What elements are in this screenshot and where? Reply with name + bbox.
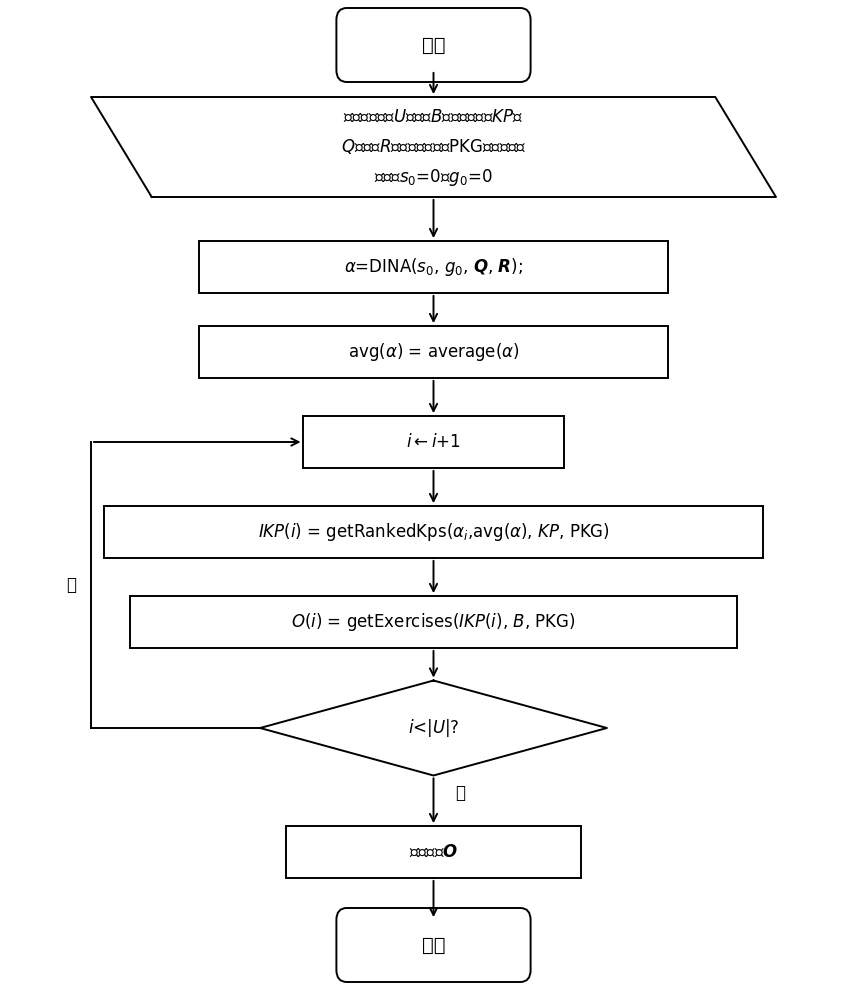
Bar: [199, 326, 668, 378]
Text: $O$($i$) = getExercises($IKP$($i$), $B$, PKG): $O$($i$) = getExercises($IKP$($i$), $B$,…: [291, 611, 576, 633]
Text: 初始化$s_0$=0、$g_0$=0: 初始化$s_0$=0、$g_0$=0: [375, 166, 492, 188]
Text: 输入学生集合$U$、题库$B$、知识点集合$KP$、: 输入学生集合$U$、题库$B$、知识点集合$KP$、: [343, 108, 524, 126]
Bar: [199, 241, 668, 293]
FancyBboxPatch shape: [336, 908, 531, 982]
Bar: [130, 596, 737, 648]
Polygon shape: [91, 97, 776, 197]
Text: $IKP$($i$) = getRankedKps($\alpha_i$,avg($\alpha$), $KP$, PKG): $IKP$($i$) = getRankedKps($\alpha_i$,avg…: [257, 521, 610, 543]
Text: $Q$矩阵、$R$矩阵、知识图谱PKG，题目参数: $Q$矩阵、$R$矩阵、知识图谱PKG，题目参数: [341, 137, 526, 156]
Bar: [104, 506, 763, 558]
FancyBboxPatch shape: [336, 8, 531, 82]
Text: 结束: 结束: [421, 936, 446, 954]
Text: $i$$\leftarrow$$i$+1: $i$$\leftarrow$$i$+1: [406, 433, 461, 451]
Text: 否: 否: [455, 784, 466, 802]
Polygon shape: [260, 680, 607, 776]
Text: $\alpha$=DINA($s_0$, $g_0$, $\boldsymbol{Q}$, $\boldsymbol{R}$);: $\alpha$=DINA($s_0$, $g_0$, $\boldsymbol…: [344, 256, 523, 278]
Text: 输出矩阵$\boldsymbol{O}$: 输出矩阵$\boldsymbol{O}$: [409, 843, 458, 861]
Bar: [286, 826, 581, 878]
Text: avg($\alpha$) = average($\alpha$): avg($\alpha$) = average($\alpha$): [348, 341, 519, 363]
Text: 是: 是: [66, 576, 76, 594]
Text: 开始: 开始: [421, 35, 446, 54]
Bar: [303, 416, 564, 468]
Text: $i$<|$U$|?: $i$<|$U$|?: [407, 717, 460, 739]
